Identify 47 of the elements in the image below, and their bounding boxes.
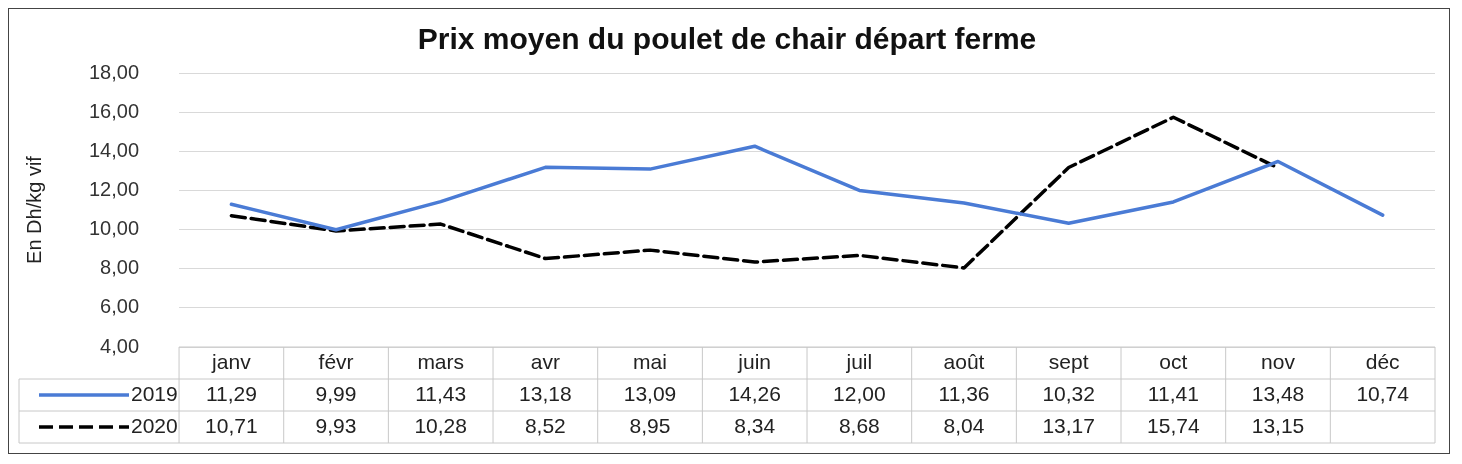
data-label: 8,95 — [629, 413, 671, 437]
data-label: 10,74 — [1356, 381, 1410, 405]
data-label: 11,36 — [938, 381, 990, 405]
y-tick-label: 10,00 — [88, 217, 140, 240]
y-tick-label: 18,00 — [88, 60, 140, 83]
data-label: 11,41 — [1147, 381, 1199, 405]
y-tick-label: 4,00 — [100, 334, 140, 357]
x-tick-label: avr — [530, 349, 560, 373]
data-label: 10,28 — [414, 413, 467, 437]
x-tick-label: mai — [633, 349, 667, 373]
y-tick-label: 12,00 — [88, 177, 140, 200]
data-label: 13,17 — [1042, 413, 1095, 437]
chart-title: Prix moyen du poulet de chair départ ferme — [417, 22, 1037, 56]
x-tick-label: juil — [845, 349, 873, 373]
data-label: 9,93 — [315, 413, 357, 437]
y-axis-title: En Dh/kg vif — [22, 155, 45, 264]
data-label: 13,18 — [519, 381, 572, 405]
x-tick-label: janv — [211, 349, 252, 373]
data-label: 11,29 — [205, 381, 257, 405]
x-tick-label: oct — [1159, 349, 1188, 373]
x-tick-label: août — [943, 349, 985, 373]
data-label: 13,48 — [1251, 381, 1305, 405]
data-label: 13,15 — [1251, 413, 1305, 437]
legend-label: 2019 — [131, 381, 178, 405]
x-tick-label: déc — [1365, 349, 1400, 373]
x-tick-label: mars — [417, 349, 465, 373]
x-tick-label: févr — [318, 349, 354, 373]
data-label: 13,09 — [623, 381, 677, 405]
y-tick-label: 6,00 — [100, 295, 140, 318]
data-label: 8,68 — [838, 413, 880, 437]
data-label: 8,04 — [943, 413, 985, 437]
y-tick-label: 14,00 — [88, 138, 140, 161]
data-label: 14,26 — [728, 381, 781, 405]
data-label: 8,34 — [734, 413, 776, 437]
data-label: 12,00 — [833, 381, 886, 405]
data-label: 9,99 — [315, 381, 357, 405]
y-tick-label: 8,00 — [100, 256, 140, 279]
x-tick-label: sept — [1048, 349, 1089, 373]
x-tick-label: nov — [1261, 349, 1296, 373]
data-label: 10,32 — [1042, 381, 1095, 405]
data-label: 15,74 — [1147, 413, 1200, 437]
y-tick-label: 16,00 — [88, 99, 140, 122]
data-label: 11,43 — [415, 381, 467, 405]
legend-label: 2020 — [131, 413, 178, 437]
data-label: 10,71 — [205, 413, 258, 437]
data-label: 8,52 — [524, 413, 566, 437]
x-tick-label: juin — [737, 349, 772, 373]
